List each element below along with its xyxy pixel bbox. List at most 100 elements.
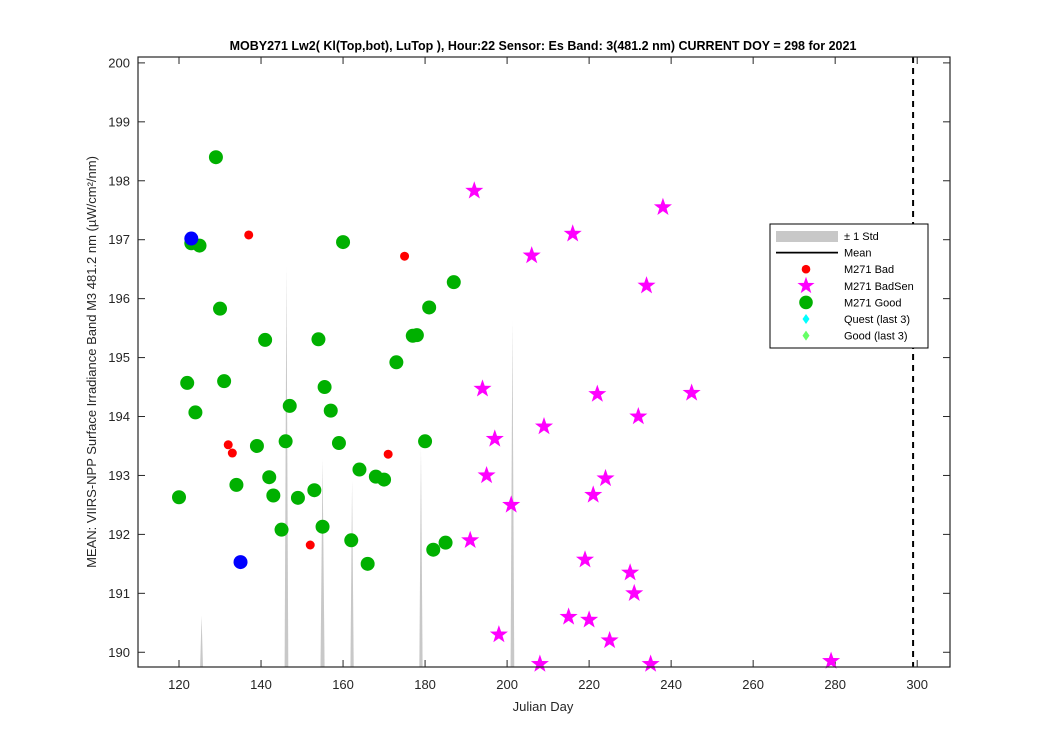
good-point [331, 436, 346, 451]
badsen-star-point [530, 654, 549, 672]
legend-label: M271 BadSen [844, 281, 914, 293]
good-point [315, 519, 330, 534]
y-tick-label: 194 [108, 409, 130, 424]
legend-box [769, 223, 929, 349]
legend: ± 1 Std Mean M271 Bad M271 BadSen M271 Good Q… [769, 223, 929, 349]
good-point [389, 355, 404, 370]
badsen-star-point [600, 630, 619, 649]
good-point [266, 488, 281, 503]
good-point [217, 374, 232, 389]
good-point [208, 150, 223, 165]
bad-point [400, 251, 410, 261]
x-tick-labels: 120 140 160 180 200 220 240 260 280 300 [168, 677, 928, 692]
good-point [409, 328, 424, 343]
y-tick-label: 193 [108, 468, 130, 483]
bad-point [223, 440, 233, 450]
std-spike [200, 615, 204, 667]
good-point [317, 380, 332, 395]
y-tick-label: 190 [108, 645, 130, 660]
legend-swatch-diamond [802, 314, 810, 324]
y-tick-labels: 190 191 192 193 194 195 196 197 198 199 200 [108, 55, 130, 659]
good-point [213, 301, 228, 316]
x-tick-label: 280 [824, 677, 846, 692]
chart-title: MOBY271 Lw2( Kl(Top,bot), LuTop ), Hour:… [230, 39, 857, 53]
good-point [336, 235, 351, 250]
y-tick-label: 191 [108, 586, 130, 601]
y-tick-label: 195 [108, 350, 130, 365]
badsen-star-point [559, 607, 578, 625]
x-tick-label: 220 [578, 677, 600, 692]
x-tick-label: 240 [660, 677, 682, 692]
bad-point [383, 449, 393, 459]
plot-area [138, 57, 950, 667]
std-spike [320, 458, 325, 667]
y-tick-label: 196 [108, 291, 130, 306]
blue-point [184, 231, 199, 246]
std-spike [419, 445, 423, 667]
std-band-layer [200, 266, 515, 667]
x-tick-label: 300 [906, 677, 928, 692]
good-point [323, 403, 338, 418]
y-tick-label: 192 [108, 527, 130, 542]
badsen-star-point [522, 246, 541, 264]
x-tick-label: 160 [332, 677, 354, 692]
x-tick-label: 140 [250, 677, 272, 692]
good-point [249, 438, 264, 453]
badsen-star-point [465, 181, 484, 199]
y-axis-label: MEAN: VIIRS-NPP Surface Irradiance Band … [84, 156, 99, 568]
legend-label: Mean [844, 248, 872, 260]
good-point [344, 533, 359, 548]
badsen-star-point [653, 197, 672, 215]
x-tick-label: 120 [168, 677, 190, 692]
good-point [172, 490, 187, 505]
badsen-star-point [502, 495, 521, 513]
badsen-star-point [485, 429, 504, 447]
badsen-star-point [625, 583, 644, 602]
good-point [262, 470, 277, 485]
badsen-star-point [629, 407, 648, 425]
badsen-star-point [489, 625, 508, 643]
badsen-star-point [641, 654, 660, 672]
y-tick-label: 199 [108, 114, 130, 129]
y-tick-label: 200 [108, 55, 130, 70]
good-point [426, 542, 441, 557]
good-point [278, 434, 293, 449]
legend-swatch-bad [801, 264, 811, 274]
good-point [258, 332, 273, 347]
badsen-star-point [473, 379, 492, 397]
good-point [352, 462, 367, 477]
badsen-star-point [584, 485, 603, 503]
plot-frame [137, 56, 951, 668]
badsen-star-point [822, 651, 841, 669]
legend-swatch-diamond [802, 330, 810, 341]
badsen-star-point [588, 384, 607, 402]
bad-point [227, 448, 237, 458]
legend-swatch-std [776, 231, 838, 242]
badsen-star-point [575, 550, 595, 568]
good-point [180, 375, 195, 390]
good-point [188, 405, 203, 420]
std-spike [510, 321, 515, 667]
std-spike [350, 480, 354, 667]
good-point [377, 472, 392, 487]
bad-point [305, 540, 315, 550]
legend-label: ± 1 Std [844, 231, 879, 243]
legend-label: M271 Good [844, 297, 901, 309]
badsen-star-point [580, 610, 599, 628]
legend-label: M271 Bad [844, 264, 894, 276]
badsen-star-point [637, 276, 656, 294]
x-tick-label: 180 [414, 677, 436, 692]
badsen-star-point [477, 465, 496, 484]
good-point [446, 275, 461, 290]
legend-swatch-good [799, 295, 813, 310]
badsen-star-point [461, 530, 480, 548]
good-point [438, 535, 453, 550]
x-tick-label: 200 [496, 677, 518, 692]
good-point [311, 332, 326, 347]
good-point [307, 483, 322, 498]
y-tick-label: 197 [108, 232, 130, 247]
badsen-star-point [621, 563, 640, 581]
x-tick-label: 260 [742, 677, 764, 692]
data-points [172, 150, 841, 672]
